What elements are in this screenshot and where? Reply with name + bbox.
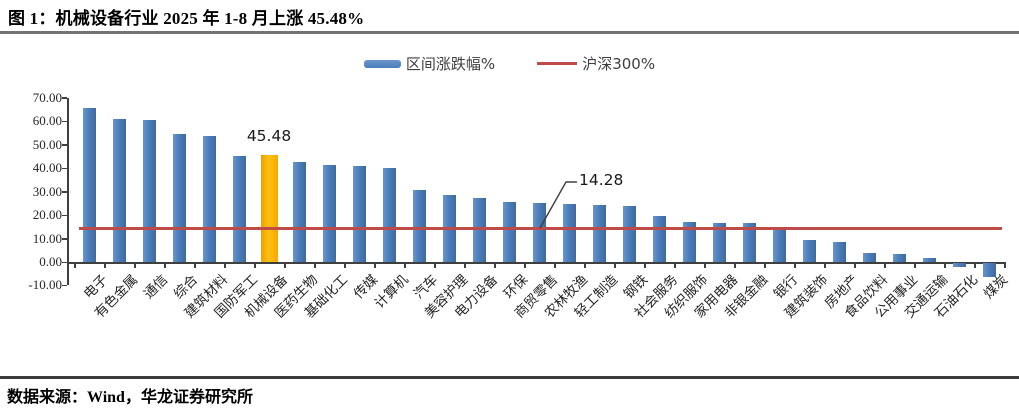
y-axis-line <box>67 97 69 286</box>
chart-bar-商贸零售 <box>532 203 546 262</box>
y-axis-label: 60.00 <box>32 113 62 129</box>
chart-bar-环保 <box>502 201 516 262</box>
legend-line-swatch-icon <box>537 62 578 65</box>
x-tick <box>104 262 106 268</box>
legend-line-label: 沪深300% <box>582 55 656 73</box>
chart-bar-有色金属 <box>112 119 126 262</box>
chart-bar-银行 <box>772 229 786 262</box>
x-tick <box>284 262 286 268</box>
x-tick <box>884 262 886 268</box>
x-tick <box>224 262 226 268</box>
chart-bar-建筑装饰 <box>802 239 816 262</box>
benchmark-value-label: 14.28 <box>579 171 624 189</box>
x-tick <box>854 262 856 268</box>
chart-bar-汽车 <box>412 189 426 262</box>
y-axis-label: 10.00 <box>32 230 62 246</box>
x-tick <box>644 262 646 268</box>
chart-bar-医药生物 <box>292 162 306 262</box>
x-tick <box>374 262 376 268</box>
chart-bar-通信 <box>142 120 156 262</box>
x-tick <box>164 262 166 268</box>
y-tick <box>62 284 67 287</box>
x-tick <box>314 262 316 268</box>
chart-legend: 区间涨跌幅% 沪深300% <box>0 53 1019 74</box>
chart-bar-建筑材料 <box>202 136 216 262</box>
x-tick <box>944 262 946 268</box>
chart-bar-食品饮料 <box>862 253 876 262</box>
title-divider <box>0 31 1019 34</box>
chart-bar-非银金融 <box>742 223 756 262</box>
x-tick <box>134 262 136 268</box>
x-tick <box>1004 262 1006 268</box>
chart-bar-公用事业 <box>892 254 906 262</box>
legend-bar-label: 区间涨跌幅% <box>405 55 496 73</box>
x-tick <box>434 262 436 268</box>
chart-bar-房地产 <box>832 241 846 262</box>
x-axis-label-通信: 通信 <box>140 271 172 303</box>
chart-bar-综合 <box>172 134 186 262</box>
y-axis-label: 30.00 <box>32 183 62 199</box>
y-tick <box>62 191 67 193</box>
chart-bar-社会服务 <box>652 215 666 262</box>
chart-bar-煤炭 <box>982 263 996 277</box>
chart-bar-国防军工 <box>232 155 246 262</box>
x-tick <box>584 262 586 268</box>
chart-bar-电子 <box>82 107 96 262</box>
legend-item-bars: 区间涨跌幅% <box>363 53 496 74</box>
x-tick <box>554 262 556 268</box>
y-axis-label: 0.00 <box>39 254 62 269</box>
x-tick <box>494 262 496 268</box>
x-tick <box>734 262 736 268</box>
chart-bar-机械设备 <box>260 155 278 262</box>
chart-bar-传媒 <box>352 166 366 262</box>
x-tick <box>974 262 976 268</box>
data-source: 数据来源：Wind，华龙证券研究所 <box>7 389 253 406</box>
legend-bar-swatch-icon <box>363 59 401 68</box>
chart-bar-基础化工 <box>322 165 336 262</box>
highlight-value-label: 45.48 <box>246 127 292 146</box>
footer-divider <box>0 376 1019 379</box>
x-axis-label-计算机: 计算机 <box>371 271 412 312</box>
y-tick <box>62 120 67 123</box>
y-tick <box>62 214 67 217</box>
x-axis-line <box>67 262 1004 264</box>
x-tick <box>524 262 526 268</box>
figure-title: 图 1：机械设备行业 2025 年 1-8 月上涨 45.48% <box>8 9 365 28</box>
x-tick <box>344 262 346 268</box>
x-tick <box>704 262 706 268</box>
x-tick <box>824 262 826 268</box>
y-tick <box>62 97 67 99</box>
y-tick <box>62 167 67 170</box>
chart-bar-交通运输 <box>922 257 936 262</box>
chart-bar-农林牧渔 <box>562 204 576 262</box>
x-tick <box>674 262 676 268</box>
chart-bar-石油石化 <box>952 263 966 268</box>
y-tick <box>62 144 67 146</box>
y-tick <box>62 238 67 240</box>
x-tick <box>254 262 256 268</box>
y-axis-label: 70.00 <box>32 89 62 105</box>
chart-bar-计算机 <box>382 168 396 262</box>
x-tick <box>794 262 796 268</box>
x-tick <box>404 262 406 268</box>
chart-bar-轻工制造 <box>592 204 606 262</box>
benchmark-callout-line <box>539 181 577 229</box>
x-tick <box>914 262 916 268</box>
x-tick <box>194 262 196 268</box>
y-tick <box>62 261 67 263</box>
y-axis-label: 20.00 <box>32 207 62 223</box>
y-axis-label: -10.00 <box>28 277 62 293</box>
x-tick <box>764 262 766 268</box>
legend-item-benchmark: 沪深300% <box>537 53 655 74</box>
y-axis-label: 40.00 <box>32 160 62 176</box>
x-tick <box>464 262 466 268</box>
benchmark-line <box>79 226 1002 230</box>
chart-bar-纺织服饰 <box>682 221 696 262</box>
x-tick <box>614 262 616 268</box>
x-tick <box>74 262 76 268</box>
y-axis-label: 50.00 <box>32 136 62 152</box>
chart-bar-钢铁 <box>622 205 636 262</box>
chart-bar-家用电器 <box>712 222 726 262</box>
